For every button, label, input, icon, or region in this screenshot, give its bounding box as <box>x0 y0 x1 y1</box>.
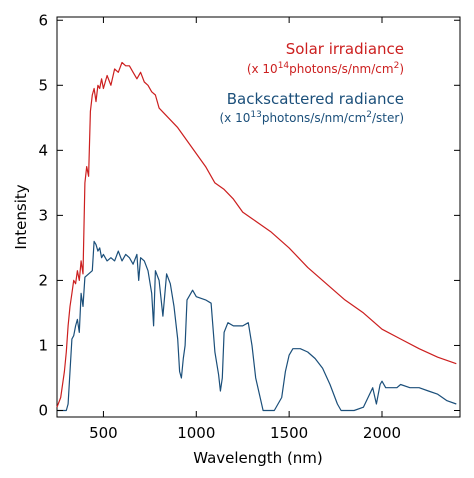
legend-label-1: Backscattered radiance <box>227 90 404 108</box>
x-tick-label: 1000 <box>177 424 215 442</box>
legend: Solar irradiance (x 1014photons/s/nm/cm2)… <box>220 40 405 125</box>
y-tick-label: 1 <box>38 336 48 354</box>
y-tick-label: 3 <box>38 206 48 224</box>
x-tick-label: 2000 <box>363 424 401 442</box>
y-tick-label: 2 <box>38 271 48 289</box>
series-line-0 <box>56 61 457 408</box>
legend-unit-1: (x 1013photons/s/nm/cm2/ster) <box>220 110 405 125</box>
tick-layer: 500 1000 1500 2000 0 1 2 3 4 5 6 <box>38 11 460 442</box>
y-tick-label: 6 <box>38 11 48 29</box>
series-line-1 <box>57 240 457 412</box>
plot-frame <box>56 16 461 418</box>
x-tick-label: 1500 <box>270 424 308 442</box>
y-tick-label: 0 <box>38 401 48 419</box>
series-layer <box>56 61 457 412</box>
y-tick-label: 5 <box>38 76 48 94</box>
y-axis-title: Intensity <box>12 184 30 249</box>
legend-unit-0: (x 1014photons/s/nm/cm2) <box>247 61 404 76</box>
x-tick-label: 500 <box>89 424 118 442</box>
x-axis-title: Wavelength (nm) <box>193 449 323 467</box>
legend-label-0: Solar irradiance <box>286 40 404 58</box>
y-tick-label: 4 <box>38 141 48 159</box>
